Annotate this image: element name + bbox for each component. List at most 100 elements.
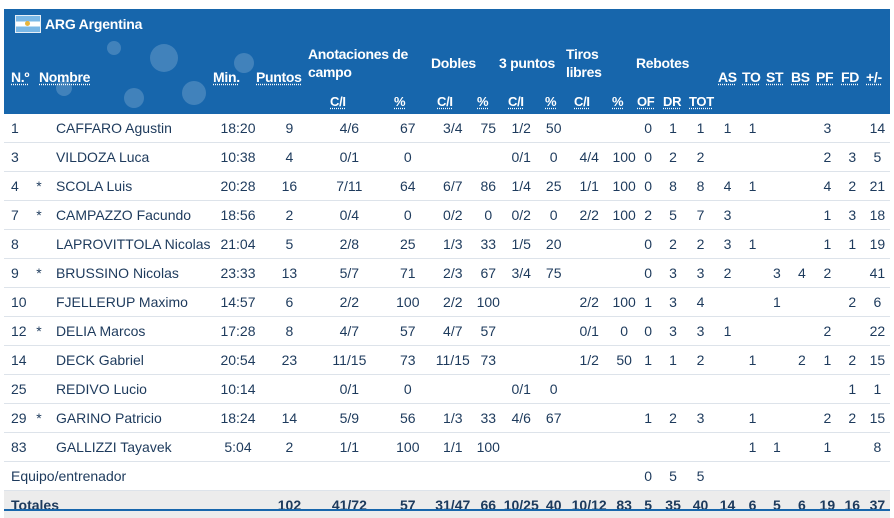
header-fouls-drawn[interactable]: FD — [841, 69, 859, 85]
cell-fd: 2 — [840, 288, 865, 317]
cell-d — [430, 143, 475, 172]
cell-tp: 0 — [541, 375, 566, 404]
cell-to: 1 — [740, 346, 765, 375]
team-cell-tot: 5 — [686, 462, 715, 491]
cell-tot: 2 — [686, 346, 715, 375]
cell-name[interactable]: BRUSSINO Nicolas — [50, 259, 211, 288]
cell-name[interactable]: VILDOZA Luca — [50, 143, 211, 172]
cell-name[interactable]: GALLIZZI Tayavek — [50, 433, 211, 462]
cell-st — [765, 375, 789, 404]
cell-name[interactable]: CAFFARO Agustin — [50, 114, 211, 143]
cell-fd — [840, 433, 865, 462]
header-fg-percent[interactable]: % — [394, 94, 405, 109]
header-total-rebounds[interactable]: TOT — [689, 94, 714, 109]
cell-no: 14 — [4, 346, 28, 375]
cell-pts: 13 — [265, 259, 313, 288]
totals-cell-fg: 41/72 — [313, 491, 385, 518]
cell-t: 1/4 — [501, 172, 541, 201]
cell-d: 2/2 — [430, 288, 475, 317]
header-ft-made-attempted[interactable]: C/I — [574, 94, 590, 109]
cell-dp: 73 — [475, 346, 501, 375]
cell-bs — [789, 375, 815, 404]
cell-min: 10:14 — [211, 375, 266, 404]
header-turnovers[interactable]: TO — [742, 69, 761, 85]
cell-dp: 33 — [475, 404, 501, 433]
cell-d: 2/3 — [430, 259, 475, 288]
cell-no: 29 — [4, 404, 28, 433]
team-cell-st — [765, 462, 789, 491]
header-points[interactable]: Puntos — [256, 69, 302, 85]
cell-tp: 25 — [541, 172, 566, 201]
header-three-percent[interactable]: % — [545, 94, 556, 109]
header-minutes[interactable]: Min. — [213, 69, 240, 85]
cell-min: 23:33 — [211, 259, 266, 288]
header-name[interactable]: Nombre — [39, 69, 90, 85]
cell-min: 5:04 — [211, 433, 266, 462]
cell-name[interactable]: DECK Gabriel — [50, 346, 211, 375]
cell-d: 3/4 — [430, 114, 475, 143]
cell-of: 0 — [636, 172, 660, 201]
team-cell-pf — [815, 462, 840, 491]
header-ft-percent[interactable]: % — [612, 94, 623, 109]
header-assists[interactable]: AS — [718, 69, 737, 85]
cell-dr: 5 — [660, 201, 686, 230]
cell-ft — [566, 375, 612, 404]
cell-fg: 5/9 — [313, 404, 385, 433]
header-number[interactable]: N.º — [11, 69, 29, 85]
header-doubles-percent[interactable]: % — [477, 94, 488, 109]
cell-fd: 2 — [840, 346, 865, 375]
cell-ft: 0/1 — [566, 317, 612, 346]
cell-name[interactable]: REDIVO Lucio — [50, 375, 211, 404]
cell-to — [740, 143, 765, 172]
cell-fg: 1/1 — [313, 433, 385, 462]
cell-ft — [566, 114, 612, 143]
cell-min: 18:56 — [211, 201, 266, 230]
cell-bs — [789, 404, 815, 433]
header-steals[interactable]: ST — [766, 69, 783, 85]
cell-starter: * — [28, 172, 50, 201]
totals-cell-t: 10/25 — [501, 491, 541, 518]
cell-name[interactable]: SCOLA Luis — [50, 172, 211, 201]
cell-dp: 33 — [475, 230, 501, 259]
header-fg-made-attempted[interactable]: C/I — [330, 94, 346, 109]
cell-dp — [475, 143, 501, 172]
cell-name[interactable]: CAMPAZZO Facundo — [50, 201, 211, 230]
header-blocks[interactable]: BS — [791, 69, 810, 85]
cell-name[interactable]: DELIA Marcos — [50, 317, 211, 346]
cell-pm: 15 — [865, 404, 890, 433]
cell-tot — [686, 433, 715, 462]
cell-to: 1 — [740, 230, 765, 259]
cell-tot: 1 — [686, 114, 715, 143]
cell-min: 10:38 — [211, 143, 266, 172]
cell-name[interactable]: FJELLERUP Maximo — [50, 288, 211, 317]
cell-name[interactable]: GARINO Patricio — [50, 404, 211, 433]
cell-dp: 67 — [475, 259, 501, 288]
cell-tp: 75 — [541, 259, 566, 288]
cell-dr: 2 — [660, 143, 686, 172]
cell-name[interactable]: LAPROVITTOLA Nicolas — [50, 230, 211, 259]
totals-cell-dr: 35 — [660, 491, 686, 518]
header-offensive-rebounds[interactable]: OF — [637, 94, 654, 109]
cell-pts: 4 — [265, 143, 313, 172]
cell-tot: 2 — [686, 230, 715, 259]
cell-pf: 1 — [815, 346, 840, 375]
cell-ftp: 50 — [612, 346, 636, 375]
header-three-made-attempted[interactable]: C/I — [508, 94, 524, 109]
cell-pf — [815, 288, 840, 317]
header-free-throws-line1: Tiros — [566, 46, 598, 62]
totals-cell-to: 6 — [740, 491, 765, 518]
header-defensive-rebounds[interactable]: DR — [663, 94, 681, 109]
cell-pm: 5 — [865, 143, 890, 172]
header-doubles-made-attempted[interactable]: C/I — [437, 94, 453, 109]
header-personal-fouls[interactable]: PF — [816, 69, 833, 85]
cell-t: 1/5 — [501, 230, 541, 259]
header-plus-minus[interactable]: +/- — [866, 69, 882, 85]
cell-pts: 8 — [265, 317, 313, 346]
cell-fg: 0/1 — [313, 375, 385, 404]
